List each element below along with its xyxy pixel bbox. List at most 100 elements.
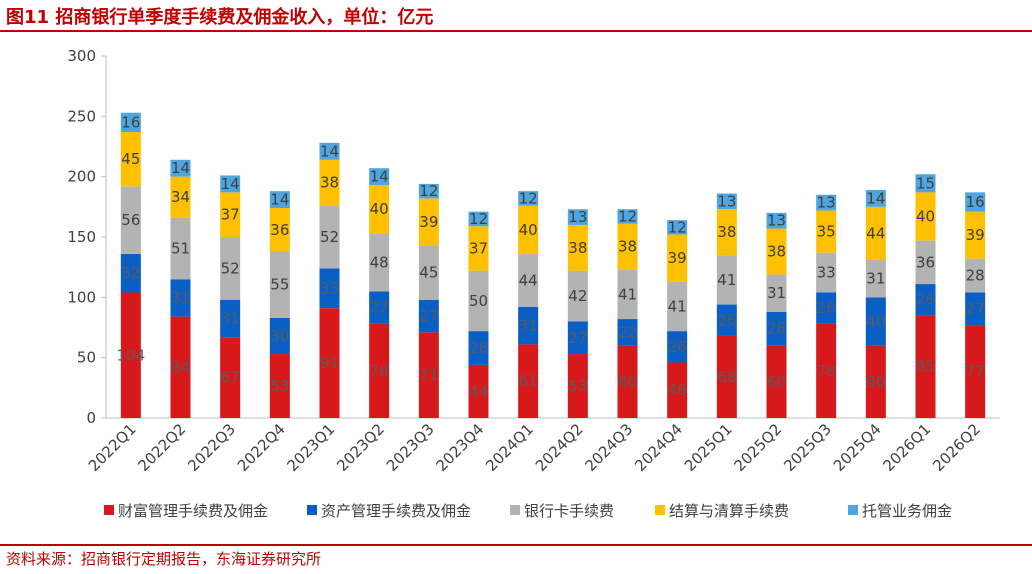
data-label: 14 (270, 191, 289, 209)
bar-segment (766, 311, 787, 346)
bar-segment (567, 321, 588, 355)
data-label: 68 (717, 368, 736, 386)
x-tick-label: 2025Q4 (830, 420, 885, 475)
data-label: 38 (767, 242, 786, 260)
data-label: 52 (320, 228, 339, 246)
bar-segment (617, 209, 638, 224)
bar-segment (518, 344, 539, 418)
data-label: 45 (419, 264, 438, 282)
data-label: 16 (966, 193, 985, 211)
data-label: 44 (469, 382, 488, 400)
legend-swatch (510, 505, 520, 515)
data-label: 60 (866, 373, 885, 391)
legend-swatch (655, 505, 665, 515)
data-label: 12 (469, 210, 488, 228)
data-label: 91 (320, 354, 339, 372)
data-label: 36 (916, 253, 935, 271)
data-label: 27 (966, 300, 985, 318)
x-tick-label: 2024Q1 (482, 420, 537, 475)
data-label: 78 (817, 362, 836, 380)
bar-segment (766, 274, 787, 312)
bar-segment (965, 192, 986, 212)
bar-segment (617, 223, 638, 270)
x-tick-label: 2026Q2 (929, 420, 984, 475)
data-label: 27 (370, 299, 389, 317)
data-label: 33 (320, 279, 339, 297)
bar-segment (319, 142, 340, 160)
bar-segment (965, 258, 986, 293)
bar-segment (319, 308, 340, 418)
bar-segment (816, 323, 837, 418)
bar-segment (220, 192, 241, 237)
y-tick-label: 200 (67, 168, 96, 186)
x-tick-label: 2023Q1 (284, 420, 339, 475)
bar-segment (418, 332, 439, 418)
data-label: 40 (370, 200, 389, 218)
data-label: 34 (171, 188, 190, 206)
bar-segment (518, 306, 539, 345)
x-tick-label: 2022Q4 (234, 420, 289, 475)
data-label: 45 (121, 150, 140, 168)
data-label: 13 (817, 194, 836, 212)
data-label: 44 (519, 271, 538, 289)
bar-segment (567, 354, 588, 418)
data-label: 14 (866, 189, 885, 207)
data-label: 15 (916, 174, 935, 192)
bar-segment (667, 220, 688, 235)
bar-segment (816, 194, 837, 211)
bar-segment (468, 331, 489, 365)
bar-segment (915, 174, 936, 193)
legend-label: 托管业务佣金 (862, 502, 952, 520)
legend-label: 资产管理手续费及佣金 (321, 502, 471, 520)
bar-segment (418, 183, 439, 199)
x-tick-label: 2022Q2 (135, 420, 190, 475)
bar-segment (965, 292, 986, 326)
legend-swatch (104, 505, 114, 515)
bar-segment (766, 345, 787, 418)
bar-segment (865, 206, 886, 260)
legend-swatch (307, 505, 317, 515)
data-label: 53 (568, 377, 587, 395)
data-label: 42 (568, 287, 587, 305)
bar-segment (567, 224, 588, 271)
data-label: 14 (171, 159, 190, 177)
x-tick-label: 2023Q2 (333, 420, 388, 475)
data-label: 28 (469, 339, 488, 357)
bar-segment (369, 323, 390, 418)
x-tick-label: 2022Q1 (85, 420, 140, 475)
x-tick-label: 2025Q3 (780, 420, 835, 475)
bar-segment (518, 253, 539, 307)
data-label: 39 (668, 249, 687, 267)
bar-segment (865, 345, 886, 418)
data-label: 31 (767, 284, 786, 302)
bar-segment (865, 297, 886, 346)
data-label: 52 (221, 259, 240, 277)
data-label: 40 (916, 207, 935, 225)
data-label: 26 (717, 311, 736, 329)
x-tick-label: 2026Q1 (880, 420, 935, 475)
data-label: 41 (668, 297, 687, 315)
legend-label: 银行卡手续费 (524, 502, 614, 520)
chart-title: 图11 招商银行单季度手续费及佣金收入，单位：亿元 (6, 7, 434, 28)
data-label: 30 (270, 327, 289, 345)
data-label: 38 (568, 239, 587, 257)
bar-segment (418, 299, 439, 333)
data-label: 14 (320, 142, 339, 160)
bar-segment (170, 159, 191, 177)
data-label: 78 (370, 362, 389, 380)
x-tick-label: 2023Q3 (383, 420, 438, 475)
data-label: 44 (866, 224, 885, 242)
legend-swatch (848, 505, 858, 515)
bar-segment (319, 268, 340, 309)
data-label: 14 (221, 175, 240, 193)
data-label: 13 (717, 192, 736, 210)
data-label: 32 (121, 264, 140, 282)
bar-segment (617, 319, 638, 346)
bar-segment (667, 362, 688, 418)
x-tick-label: 2024Q3 (582, 420, 637, 475)
data-label: 51 (171, 239, 190, 257)
data-label: 12 (668, 218, 687, 236)
bar-segment (418, 198, 439, 246)
bar-segment (915, 240, 936, 285)
data-label: 16 (121, 113, 140, 131)
